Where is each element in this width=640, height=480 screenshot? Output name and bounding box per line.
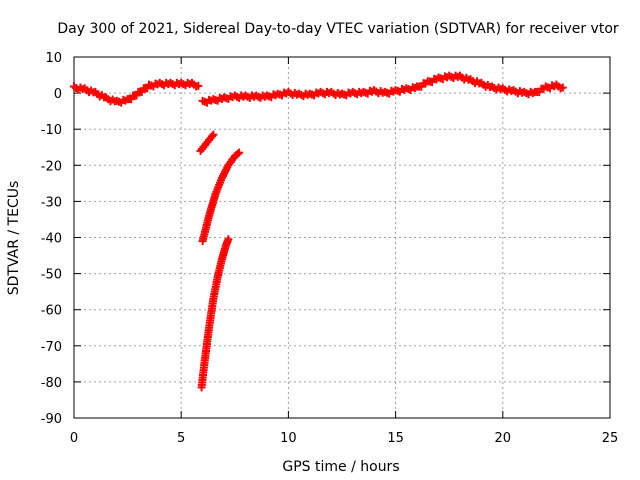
y-tick-label: -80 xyxy=(41,376,62,391)
x-tick-label: 5 xyxy=(177,431,185,446)
x-tick-label: 20 xyxy=(495,431,512,446)
data-marks xyxy=(70,71,567,392)
data-point xyxy=(194,81,203,90)
axis-ticks: 10 0 -10 -20 -30 -40 -50 -60 -70 -80 -90 0 5 10 15 20 25 xyxy=(41,51,619,446)
y-tick-label: -50 xyxy=(41,268,62,283)
grid xyxy=(74,57,610,418)
x-tick-label: 10 xyxy=(280,431,297,446)
y-tick-label: -40 xyxy=(41,232,62,247)
data-point xyxy=(209,130,218,139)
data-point xyxy=(233,149,242,158)
data-point xyxy=(224,235,233,244)
y-tick-label: -10 xyxy=(41,123,62,138)
series-main xyxy=(198,71,567,107)
series-upper-drop xyxy=(196,130,218,155)
data-point xyxy=(558,83,567,92)
series-middle-drop xyxy=(198,148,244,246)
y-tick-label: -60 xyxy=(41,304,62,319)
y-tick-label: -20 xyxy=(41,159,62,174)
x-tick-label: 0 xyxy=(70,431,78,446)
series-baseline xyxy=(70,78,203,107)
y-tick-label: -90 xyxy=(41,412,62,427)
x-axis-label: GPS time / hours xyxy=(282,459,399,475)
data-point xyxy=(235,148,244,157)
y-axis-label: SDTVAR / TECUs xyxy=(6,181,22,296)
y-tick-label: 10 xyxy=(45,51,62,66)
series-lower-drop xyxy=(197,235,233,392)
x-tick-label: 25 xyxy=(602,431,619,446)
y-tick-label: -70 xyxy=(41,340,62,355)
x-tick-label: 15 xyxy=(387,431,404,446)
y-tick-label: -30 xyxy=(41,195,62,210)
y-tick-label: 0 xyxy=(54,87,62,102)
chart-title: Day 300 of 2021, Sidereal Day-to-day VTE… xyxy=(57,21,619,37)
